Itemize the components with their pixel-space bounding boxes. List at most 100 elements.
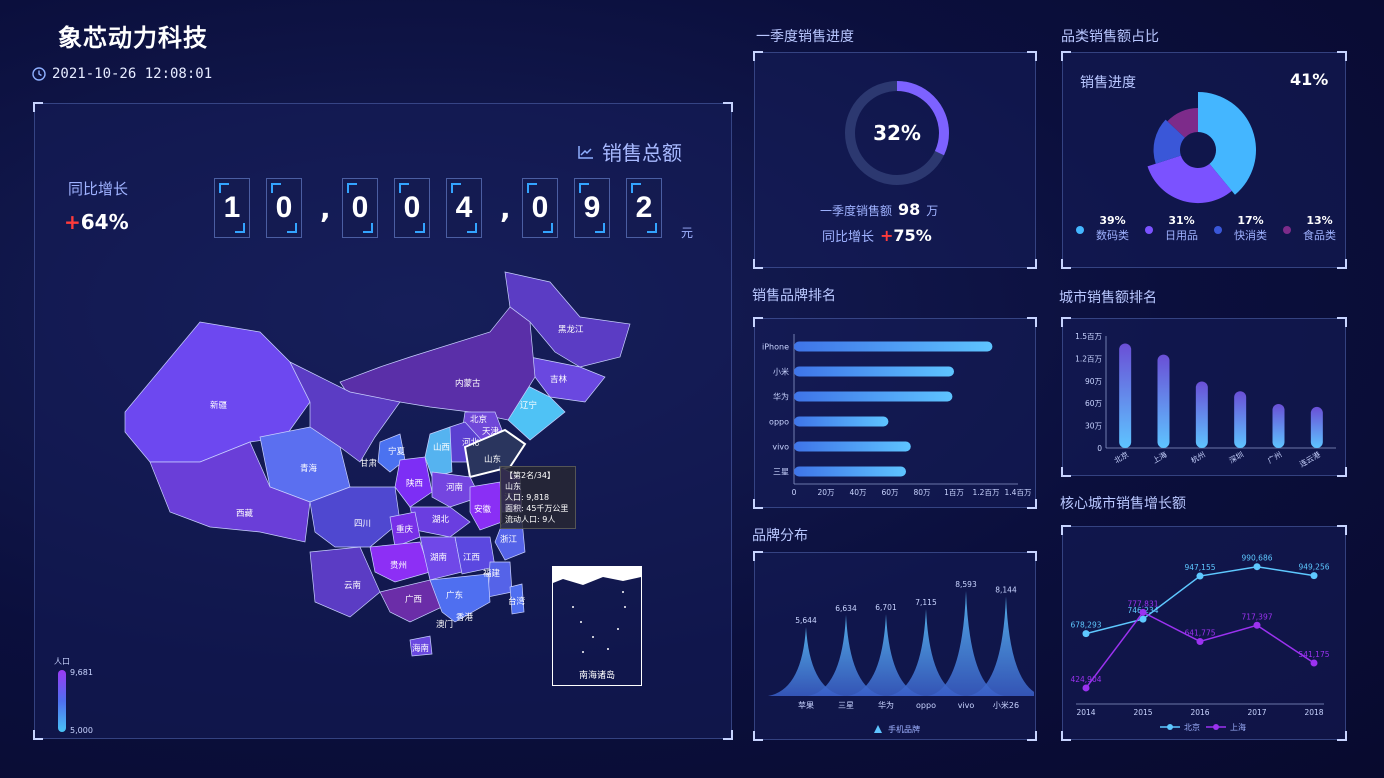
category-rose-chart	[1147, 92, 1256, 204]
x-tick-label: 连云港	[1297, 449, 1322, 469]
total-sales-title: 销售总额	[602, 141, 682, 165]
map-label: 甘肃	[360, 458, 378, 469]
series-point[interactable]	[1310, 572, 1318, 580]
china-map[interactable]: 黑龙江 吉林 辽宁 内蒙古 北京 天津 河北 山西 山东 新疆 青海 甘肃 宁夏…	[110, 262, 650, 682]
province-shandong[interactable]	[463, 428, 527, 479]
x-tick-label: 1百万	[944, 488, 964, 497]
province-guangxi[interactable]	[379, 579, 443, 623]
bar-label: vivo	[772, 443, 789, 452]
q1-amount-label: 一季度销售额	[820, 204, 893, 218]
city-bar[interactable]	[1157, 354, 1170, 448]
province-xizang[interactable]	[149, 441, 311, 543]
brand-dist-legend[interactable]: 手机品牌	[874, 724, 920, 734]
city-bar[interactable]	[1234, 391, 1247, 448]
category-legend-item[interactable]: 13% 食品类	[1283, 214, 1336, 243]
data-label: 8,593	[955, 580, 977, 589]
brand-peak[interactable]	[968, 596, 1034, 696]
data-label: 424,904	[1070, 675, 1101, 684]
province-henan[interactable]	[431, 471, 481, 508]
legend-marker	[1213, 724, 1219, 730]
y-tick-label: 60万	[1085, 399, 1103, 408]
category-progress-label: 销售进度	[1080, 75, 1136, 91]
category-legend-item[interactable]: 17% 快消类	[1214, 214, 1267, 243]
rose-slice[interactable]	[1167, 108, 1198, 138]
data-label: 7,115	[915, 598, 937, 607]
province-guangdong[interactable]	[429, 573, 491, 623]
brand-bar[interactable]	[794, 391, 953, 402]
series-point[interactable]	[1196, 572, 1204, 580]
province-sichuan[interactable]	[309, 486, 401, 548]
brand-dist-panel	[753, 551, 1037, 741]
category-legend-item[interactable]: 31% 日用品	[1145, 214, 1198, 243]
brand-bar[interactable]	[794, 341, 993, 352]
series-point[interactable]	[1139, 608, 1147, 616]
rose-slice[interactable]	[1147, 155, 1232, 204]
city-bar[interactable]	[1195, 381, 1208, 448]
x-tick-label: 深圳	[1227, 449, 1245, 465]
brand-peak[interactable]	[928, 590, 1004, 696]
brand-bar[interactable]	[794, 416, 889, 427]
brand-bar[interactable]	[794, 366, 954, 377]
trend-chart-icon	[578, 145, 593, 159]
province-shaanxi[interactable]	[394, 456, 433, 508]
category-legend-item[interactable]: 39% 数码类	[1076, 214, 1129, 243]
province-guizhou[interactable]	[369, 541, 431, 583]
rose-slice[interactable]	[1153, 119, 1185, 164]
brand-dist-title: 品牌分布	[752, 528, 808, 544]
province-gansu[interactable]	[289, 361, 401, 463]
brand-peak[interactable]	[888, 609, 964, 696]
brand-peak[interactable]	[808, 614, 884, 696]
brand-bar[interactable]	[794, 441, 911, 452]
q1-title: 一季度销售进度	[756, 29, 854, 45]
map-legend-gradient[interactable]	[58, 670, 66, 732]
x-tick-label: vivo	[958, 701, 975, 710]
province-yunnan[interactable]	[309, 546, 381, 618]
growth-legend[interactable]: 北京 上海	[1160, 722, 1246, 732]
q1-amount-row: 一季度销售额 98 万	[820, 200, 938, 219]
series-point[interactable]	[1196, 637, 1204, 645]
brand-peak[interactable]	[848, 614, 924, 696]
brand-bar[interactable]	[794, 466, 906, 477]
brand-peak[interactable]	[768, 627, 844, 696]
category-panel	[1061, 51, 1347, 269]
map-label: 湖北	[432, 515, 450, 525]
province-taiwan[interactable]	[509, 583, 525, 615]
bar-label: 华为	[773, 392, 789, 402]
x-tick-label: 上海	[1151, 449, 1169, 465]
data-label: 717,397	[1241, 612, 1272, 621]
legend-dot	[1145, 226, 1153, 234]
category-pct: 13%	[1306, 214, 1333, 227]
series-point[interactable]	[1139, 615, 1147, 623]
province-anhui[interactable]	[469, 481, 503, 531]
series-point[interactable]	[1253, 621, 1261, 629]
series-point[interactable]	[1253, 563, 1261, 571]
city-bar[interactable]	[1310, 406, 1323, 448]
province-fujian[interactable]	[487, 561, 513, 598]
city-bar[interactable]	[1272, 403, 1285, 448]
q1-donut: 32%	[845, 81, 949, 185]
series-line[interactable]	[1085, 611, 1315, 689]
sales-digit: 2	[626, 178, 662, 238]
map-label: 福建	[483, 568, 501, 579]
city-bar[interactable]	[1119, 343, 1132, 448]
map-label: 海南	[412, 643, 429, 654]
series-point[interactable]	[1082, 630, 1090, 638]
province-ningxia[interactable]	[377, 433, 406, 473]
city-rank-title: 城市销售额排名	[1059, 290, 1157, 306]
total-yoy-sign: +	[64, 210, 81, 234]
brand-dist-legend-label: 手机品牌	[888, 724, 920, 734]
sales-comma: ,	[500, 192, 511, 225]
category-pct: 17%	[1237, 214, 1264, 227]
province-hainan[interactable]	[409, 635, 433, 657]
map-label: 云南	[344, 580, 361, 591]
series-point[interactable]	[1082, 684, 1090, 692]
x-tick-label: 广州	[1266, 449, 1284, 465]
rose-slice[interactable]	[1198, 92, 1256, 195]
category-progress-value: 41%	[1290, 70, 1329, 89]
map-label: 贵州	[390, 560, 407, 571]
map-label: 山西	[433, 442, 450, 453]
q1-percent: 32%	[873, 121, 921, 145]
series-point[interactable]	[1310, 659, 1318, 667]
data-label: 5,644	[795, 616, 817, 625]
growth-title: 核心城市销售增长额	[1060, 496, 1186, 512]
